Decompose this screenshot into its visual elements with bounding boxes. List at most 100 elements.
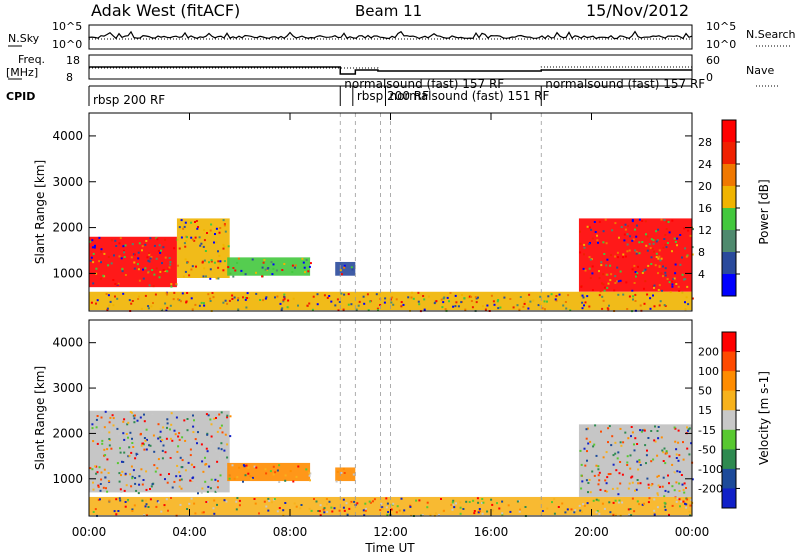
scatter-point bbox=[583, 246, 586, 249]
scatter-point bbox=[189, 454, 192, 457]
scatter-point bbox=[124, 244, 127, 247]
scatter-point bbox=[232, 267, 235, 269]
scatter-point bbox=[455, 502, 457, 505]
scatter-point bbox=[194, 221, 196, 223]
scatter-point bbox=[579, 449, 582, 452]
scatter-point bbox=[137, 492, 140, 495]
cpid-segment-label: rbsp 200 RF bbox=[357, 89, 429, 103]
scatter-point bbox=[369, 300, 372, 303]
scatter-point bbox=[333, 507, 336, 510]
scatter-point bbox=[131, 243, 134, 246]
scatter-point bbox=[98, 260, 101, 263]
scatter-point bbox=[585, 437, 588, 440]
scatter-point bbox=[663, 501, 666, 504]
scatter-point bbox=[587, 485, 590, 487]
noise-tick-left-bottom: 10^0 bbox=[52, 38, 82, 51]
scatter-point bbox=[685, 296, 688, 299]
scatter-point bbox=[608, 501, 611, 504]
scatter-point bbox=[678, 490, 681, 492]
scatter-point bbox=[183, 225, 186, 228]
scatter-point bbox=[595, 498, 598, 501]
scatter-point bbox=[652, 242, 655, 245]
scatter-point bbox=[378, 293, 381, 296]
scatter-point bbox=[619, 461, 622, 463]
scatter-point bbox=[643, 429, 646, 432]
scatter-point bbox=[169, 428, 171, 431]
scatter-point bbox=[114, 295, 116, 298]
scatter-point bbox=[209, 300, 212, 302]
scatter-point bbox=[392, 303, 395, 306]
scatter-point bbox=[196, 486, 199, 489]
scatter-point bbox=[166, 270, 169, 273]
scatter-point bbox=[112, 279, 115, 281]
scatter-point bbox=[452, 499, 455, 502]
scatter-point bbox=[144, 294, 147, 297]
scatter-point bbox=[100, 277, 102, 280]
scatter-point bbox=[100, 478, 103, 481]
scatter-point bbox=[164, 302, 167, 305]
scatter-point bbox=[181, 292, 184, 295]
scatter-point bbox=[566, 508, 569, 511]
scatter-point bbox=[629, 454, 632, 457]
scatter-point bbox=[438, 513, 440, 516]
scatter-point bbox=[362, 295, 365, 298]
scatter-point bbox=[142, 277, 145, 280]
scatter-point bbox=[229, 415, 232, 418]
x-tick-label: 16:00 bbox=[474, 525, 509, 539]
scatter-point bbox=[633, 282, 636, 284]
scatter-point bbox=[208, 261, 210, 264]
scatter-point bbox=[601, 502, 604, 505]
scatter-point bbox=[609, 511, 612, 514]
scatter-point bbox=[537, 304, 540, 307]
scatter-point bbox=[149, 498, 152, 501]
scatter-point bbox=[593, 443, 596, 446]
scatter-point bbox=[592, 499, 595, 502]
scatter-point bbox=[539, 295, 542, 298]
scatter-point bbox=[667, 474, 669, 477]
scatter-point bbox=[162, 444, 165, 447]
scatter-point bbox=[243, 465, 246, 468]
scatter-point bbox=[630, 426, 633, 428]
scatter-point bbox=[602, 283, 605, 286]
scatter-point bbox=[561, 502, 564, 505]
scatter-point bbox=[199, 244, 202, 247]
scatter-point bbox=[686, 498, 689, 501]
scatter-point bbox=[631, 289, 634, 292]
scatter-point bbox=[217, 260, 220, 263]
scatter-point bbox=[591, 289, 594, 292]
colorbar-tick-label: 200 bbox=[698, 346, 719, 359]
colorbar-tick-label: -50 bbox=[698, 443, 716, 456]
scatter-point bbox=[580, 487, 583, 490]
scatter-point bbox=[93, 246, 96, 249]
scatter-point bbox=[201, 260, 204, 263]
scatter-point bbox=[449, 292, 452, 294]
scatter-point bbox=[210, 423, 213, 426]
scatter-point bbox=[444, 308, 447, 311]
scatter-point bbox=[151, 483, 154, 486]
scatter-region bbox=[578, 424, 692, 497]
scatter-point bbox=[303, 266, 306, 269]
scatter-point bbox=[490, 294, 493, 297]
scatter-point bbox=[579, 429, 582, 432]
scatter-point bbox=[130, 302, 133, 305]
scatter-point bbox=[353, 500, 356, 503]
scatter-point bbox=[110, 262, 113, 265]
scatter-point bbox=[242, 480, 244, 483]
scatter-point bbox=[638, 218, 641, 221]
scatter-point bbox=[678, 290, 681, 292]
scatter-point bbox=[158, 276, 161, 279]
scatter-point bbox=[202, 302, 205, 305]
scatter-point bbox=[661, 485, 664, 488]
scatter-point bbox=[343, 509, 346, 512]
scatter-point bbox=[632, 298, 634, 301]
scatter-point bbox=[663, 495, 666, 498]
scatter-point bbox=[656, 492, 659, 495]
scatter-point bbox=[153, 450, 156, 453]
scatter-point bbox=[231, 298, 234, 300]
scatter-point bbox=[189, 479, 192, 482]
scatter-point bbox=[676, 470, 679, 473]
scatter-point bbox=[283, 293, 286, 296]
scatter-point bbox=[151, 269, 154, 271]
colorbar-tick-label: 15 bbox=[698, 404, 712, 417]
